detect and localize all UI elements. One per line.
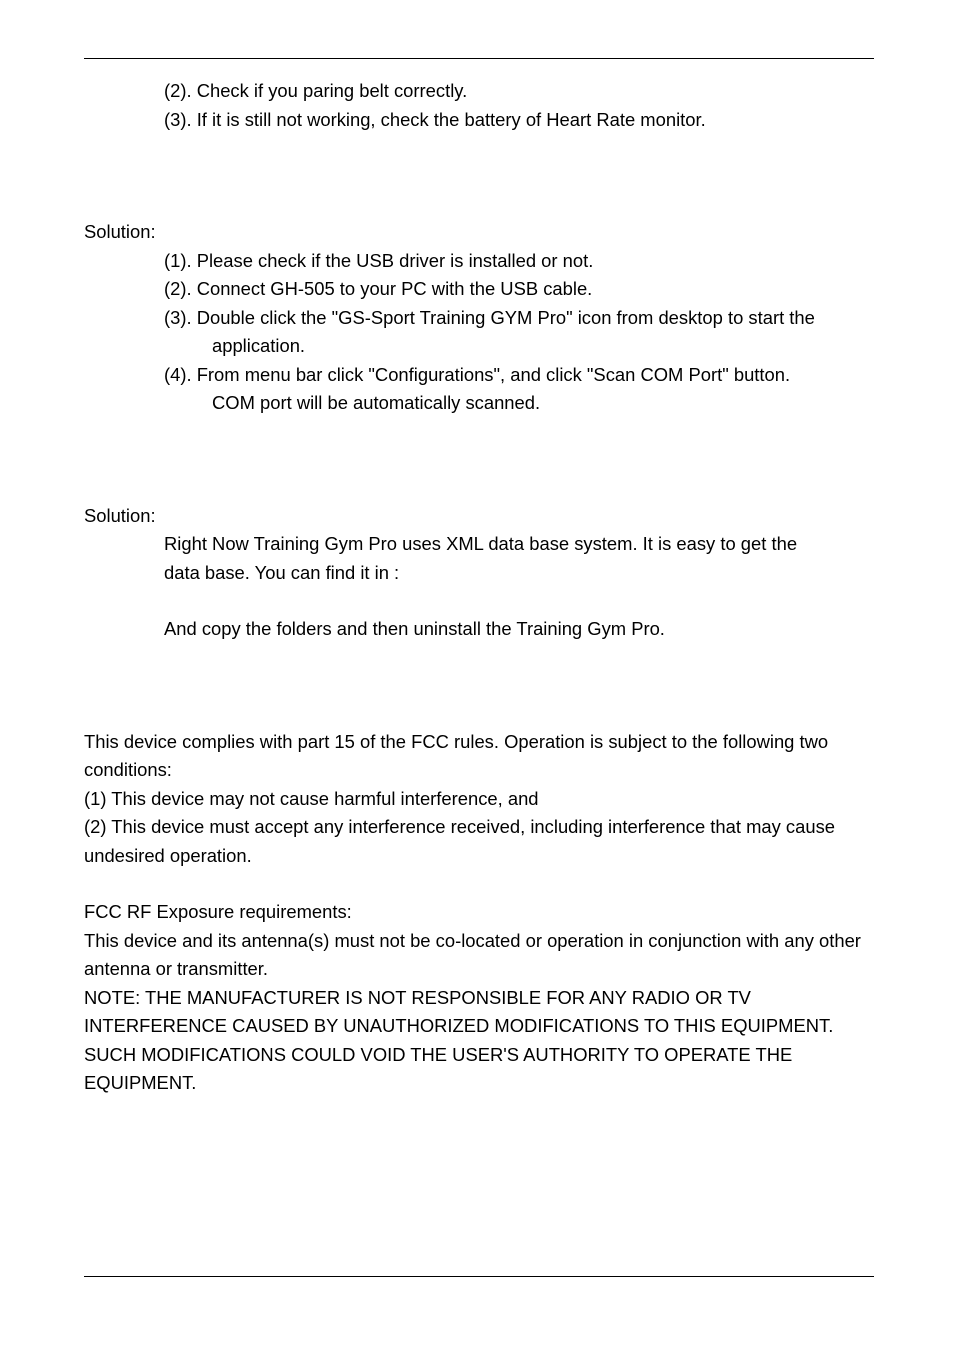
list-block-1: (2). Check if you paring belt correctly.… <box>84 77 874 134</box>
fcc-paragraph: This device complies with part 15 of the… <box>84 728 874 785</box>
solution-1-list: (1). Please check if the USB driver is i… <box>84 247 874 333</box>
solution-1-list-cont: (4). From menu bar click "Configurations… <box>84 361 874 390</box>
list-item: (3). If it is still not working, check t… <box>164 106 874 135</box>
top-divider <box>84 58 874 59</box>
solution-label: Solution: <box>84 218 874 247</box>
list-item-continuation: application. <box>84 332 874 361</box>
fcc-heading: FCC RF Exposure requirements: <box>84 898 874 927</box>
solution-label: Solution: <box>84 502 874 531</box>
list-item: (4). From menu bar click "Configurations… <box>164 361 874 390</box>
solution-2-block: Right Now Training Gym Pro uses XML data… <box>84 530 874 644</box>
continuation-text: COM port will be automatically scanned. <box>212 389 874 418</box>
list-item: (2). Connect GH-505 to your PC with the … <box>164 275 874 304</box>
fcc-paragraph: (2) This device must accept any interfer… <box>84 813 874 870</box>
body-text: And copy the folders and then uninstall … <box>164 615 874 644</box>
body-text: Right Now Training Gym Pro uses XML data… <box>164 530 874 559</box>
fcc-paragraph: (1) This device may not cause harmful in… <box>84 785 874 814</box>
fcc-paragraph: NOTE: THE MANUFACTURER IS NOT RESPONSIBL… <box>84 984 874 1098</box>
body-text: data base. You can find it in : <box>164 559 874 588</box>
fcc-paragraph: This device and its antenna(s) must not … <box>84 927 874 984</box>
list-item: (3). Double click the "GS-Sport Training… <box>164 304 874 333</box>
list-item-continuation: COM port will be automatically scanned. <box>84 389 874 418</box>
list-item: (1). Please check if the USB driver is i… <box>164 247 874 276</box>
continuation-text: application. <box>212 332 874 361</box>
list-item: (2). Check if you paring belt correctly. <box>164 77 874 106</box>
bottom-divider <box>84 1276 874 1277</box>
page-container: (2). Check if you paring belt correctly.… <box>0 0 954 1350</box>
